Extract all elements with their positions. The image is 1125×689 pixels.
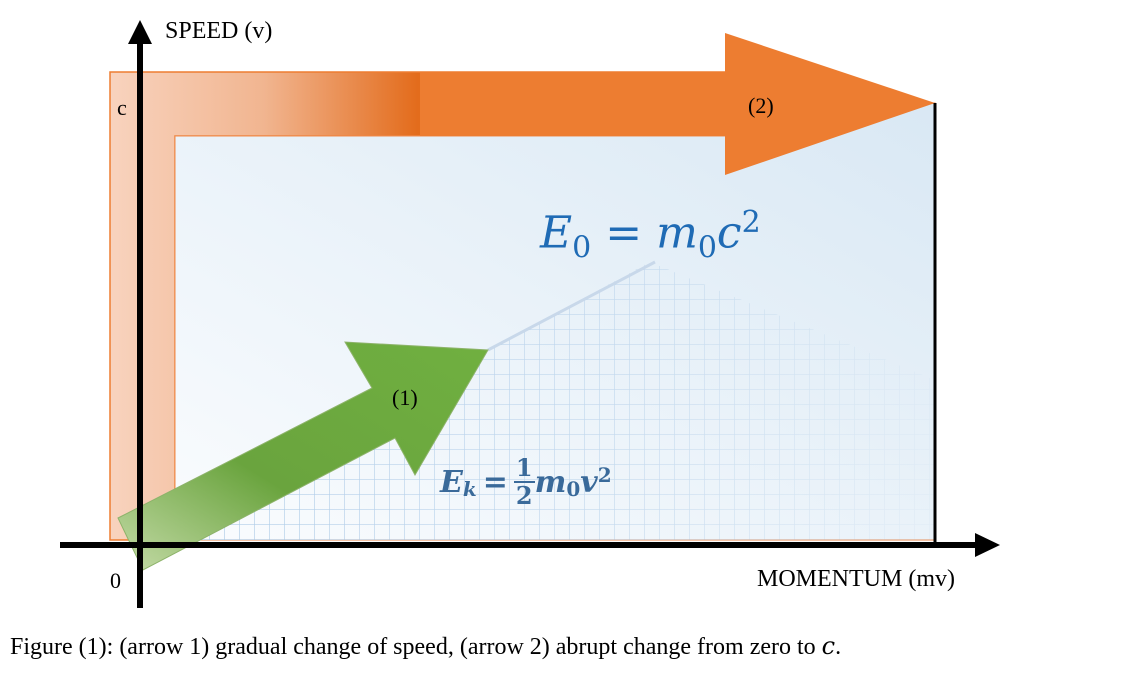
formula-symbol: m — [534, 464, 567, 500]
formula-symbol: c — [716, 207, 742, 259]
formula-symbol: v — [580, 464, 598, 500]
arrow-1-label: (1) — [392, 385, 418, 410]
fraction-denominator: 2 — [515, 481, 533, 510]
arrow-2 — [420, 33, 935, 175]
formula-equals: = — [605, 207, 643, 259]
caption-text: Figure (1): (arrow 1) gradual change of … — [10, 634, 822, 660]
formula-subscript: 0 — [566, 477, 581, 501]
rest-energy-formula: E0 = m0c2 — [540, 205, 761, 265]
arrow-2-label: (2) — [748, 93, 774, 118]
formula-symbol: m — [656, 207, 698, 259]
x-axis-arrowhead — [975, 533, 1000, 557]
formula-symbol: E — [440, 464, 463, 500]
caption-end: . — [835, 634, 842, 660]
formula-symbol: E — [540, 207, 573, 259]
caption-variable: c — [821, 632, 836, 660]
c-label: c — [117, 95, 127, 120]
figure-caption: Figure (1): (arrow 1) gradual change of … — [10, 632, 841, 661]
formula-subscript: k — [462, 477, 477, 501]
y-axis-label: SPEED (v) — [165, 18, 273, 44]
fraction-numerator: 1 — [513, 453, 535, 483]
formula-subscript: 0 — [572, 230, 592, 266]
y-axis-arrowhead — [128, 20, 152, 44]
formula-exponent: 2 — [597, 463, 612, 487]
x-axis-label: MOMENTUM (mv) — [757, 566, 955, 592]
formula-fraction: 1 2 — [513, 453, 535, 510]
formula-subscript: 0 — [697, 230, 717, 266]
formula-equals: = — [482, 464, 508, 500]
formula-exponent: 2 — [741, 205, 761, 240]
origin-label: 0 — [110, 568, 121, 593]
energy-curve — [487, 260, 656, 352]
